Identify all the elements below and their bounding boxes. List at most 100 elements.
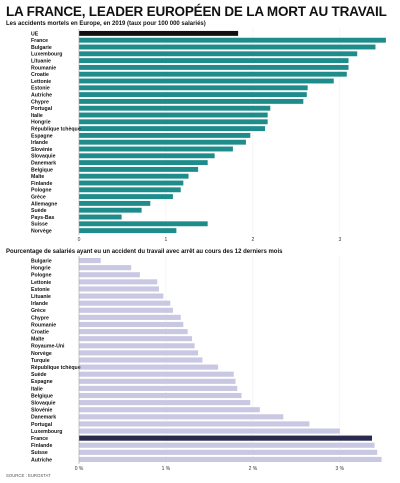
category-label: Croatie — [31, 72, 49, 78]
category-label: Chypre — [31, 99, 49, 105]
tick-label: 2 % — [249, 466, 258, 472]
category-label: Turquie — [31, 358, 50, 364]
bar — [79, 428, 340, 434]
chart-subtitle: Pourcentage de salariés ayant eu un acci… — [6, 249, 283, 255]
bar — [79, 78, 334, 84]
category-label: France — [31, 38, 48, 44]
bar — [79, 449, 378, 455]
bar — [79, 51, 358, 57]
category-label: Estonie — [31, 86, 50, 92]
bar — [79, 293, 164, 299]
chart-accidents-mortels: Les accidents mortels en Europe, en 2019… — [6, 21, 386, 243]
category-label: Danemark — [31, 161, 56, 167]
category-label: France — [31, 436, 48, 442]
category-label: Autriche — [31, 457, 52, 463]
bar — [79, 166, 199, 172]
category-label: République tchèque — [31, 127, 81, 133]
bar — [79, 307, 173, 313]
category-label: Malte — [31, 174, 44, 180]
bar — [79, 343, 195, 349]
category-label: Luxembourg — [31, 52, 62, 58]
bar — [79, 112, 268, 118]
bar — [79, 314, 181, 320]
bar — [79, 421, 310, 427]
tick-label: 2 — [251, 237, 254, 243]
bar — [79, 385, 238, 391]
bar — [79, 132, 251, 138]
category-label: Suisse — [31, 222, 48, 228]
bar — [79, 105, 271, 111]
category-label: Norvège — [31, 351, 52, 357]
bar — [79, 329, 188, 335]
category-label: Portugal — [31, 106, 53, 112]
bar — [79, 153, 215, 159]
bar — [79, 126, 266, 132]
bar — [79, 364, 219, 370]
tick-label: 1 % — [162, 466, 171, 472]
category-label: Espagne — [31, 379, 53, 385]
category-label: Malte — [31, 337, 44, 343]
bar — [79, 207, 142, 213]
bar — [79, 30, 239, 36]
category-label: Portugal — [31, 422, 53, 428]
bar — [79, 160, 208, 166]
category-label: Lituanie — [31, 294, 51, 300]
tick-label: 3 % — [336, 466, 345, 472]
category-label: Roumanie — [31, 322, 56, 328]
bar — [79, 37, 386, 43]
bar — [79, 286, 159, 292]
bar — [79, 194, 173, 200]
category-label: Norvège — [31, 229, 52, 235]
chart-accidents-avec-arret: Pourcentage de salariés ayant eu un acci… — [6, 249, 382, 472]
category-label: Royaume-Uni — [31, 344, 65, 350]
bar — [79, 58, 349, 64]
bar — [79, 200, 151, 206]
category-label: Slovénie — [31, 147, 52, 153]
category-label: Danemark — [31, 415, 56, 421]
bar — [79, 119, 268, 125]
bar — [79, 173, 189, 179]
category-label: Hongrie — [31, 266, 51, 272]
category-label: Pologne — [31, 273, 52, 279]
bar — [79, 92, 307, 98]
bar — [79, 371, 234, 377]
bar — [79, 407, 260, 413]
bar — [79, 272, 140, 278]
bar — [79, 279, 158, 285]
bar — [79, 442, 375, 448]
category-label: Grèce — [31, 308, 46, 314]
category-label: Espagne — [31, 133, 53, 139]
category-label: Italie — [31, 386, 43, 392]
bar — [79, 221, 208, 227]
category-label: Chypre — [31, 315, 49, 321]
category-label: Roumanie — [31, 65, 56, 71]
category-label: Lettonie — [31, 79, 51, 85]
category-label: Slovaquie — [31, 401, 56, 407]
category-label: Italie — [31, 113, 43, 119]
category-label: Belgique — [31, 393, 53, 399]
bar — [79, 435, 373, 441]
bar — [79, 378, 236, 384]
category-label: Irlande — [31, 301, 48, 307]
chart-subtitle: Les accidents mortels en Europe, en 2019… — [6, 21, 206, 27]
category-label: Bulgarie — [31, 45, 52, 51]
bar — [79, 64, 349, 70]
category-label: Allemagne — [31, 201, 57, 207]
category-label: Pologne — [31, 188, 52, 194]
tick-label: 0 — [78, 237, 81, 243]
bar — [79, 71, 347, 77]
category-label: Suède — [31, 372, 47, 378]
category-label: Irlande — [31, 140, 48, 146]
bar — [79, 350, 199, 356]
bar — [79, 98, 304, 104]
source-note: SOURCE : EUROSTAT — [6, 473, 51, 478]
bar — [79, 265, 132, 271]
bar — [79, 214, 122, 220]
bar — [79, 228, 177, 234]
page-title: LA FRANCE, LEADER EUROPÉEN DE LA MORT AU… — [6, 4, 387, 19]
category-label: Estonie — [31, 287, 50, 293]
category-label: Grèce — [31, 195, 46, 201]
category-label: Belgique — [31, 167, 53, 173]
bar — [79, 456, 382, 463]
